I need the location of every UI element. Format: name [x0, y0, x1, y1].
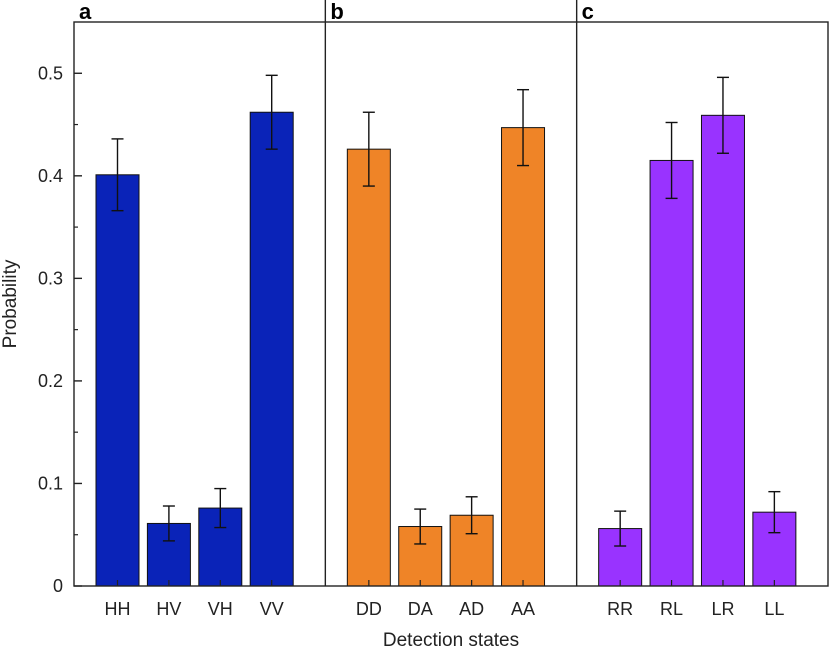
x-tick-label-VV: VV — [260, 599, 284, 619]
bar-AA — [501, 127, 546, 587]
bar-LR — [700, 114, 745, 587]
bar-DD — [346, 148, 391, 587]
panel-a — [95, 74, 294, 587]
x-tick-label-AA: AA — [511, 599, 535, 619]
x-tick-label-RR: RR — [607, 599, 633, 619]
plot-frame — [73, 21, 829, 587]
error-bar-LR — [716, 76, 729, 154]
x-tick-label-DD: DD — [356, 599, 382, 619]
y-tick-label: 0.1 — [38, 473, 63, 493]
x-axis-title: Detection states — [383, 630, 519, 651]
x-tick-label-HH: HH — [105, 599, 131, 619]
error-bar-RL — [665, 121, 678, 200]
error-bar-DA — [414, 508, 427, 545]
panel-c — [598, 76, 797, 587]
error-bar-HH — [111, 138, 124, 212]
error-bar-VH — [214, 487, 227, 529]
error-bar-AD — [465, 496, 478, 535]
y-tick-label: 0.2 — [38, 371, 63, 391]
error-bar-AA — [517, 88, 530, 167]
x-tick-label-RL: RL — [660, 599, 683, 619]
error-bar-VV — [265, 74, 278, 150]
panel-label-b: b — [330, 0, 343, 24]
bar-HH — [95, 174, 140, 587]
text-layer: HH HV VH VV a DD DA AD AA b RR RL LR LL c 0 0.1 0.2 0.3 0.4… — [0, 0, 784, 651]
y-tick-label: 0.3 — [38, 268, 63, 288]
error-bar-RR — [614, 510, 627, 547]
y-axis-title: Probability — [0, 259, 21, 348]
x-tick-label-VH: VH — [208, 599, 233, 619]
x-tick-label-DA: DA — [408, 599, 433, 619]
y-tick-label: 0.4 — [38, 166, 63, 186]
bars-layer — [95, 74, 797, 587]
bar-RL — [649, 159, 694, 587]
y-tick-label: 0 — [53, 576, 63, 596]
x-tick-label-AD: AD — [459, 599, 484, 619]
bar-VV — [249, 111, 294, 587]
error-bar-DD — [362, 111, 375, 187]
panel-b — [346, 88, 546, 587]
x-tick-label-LL: LL — [764, 599, 784, 619]
x-tick-label-LR: LR — [711, 599, 734, 619]
y-tick-label: 0.5 — [38, 63, 63, 83]
error-bar-HV — [162, 505, 175, 542]
x-tick-label-HV: HV — [156, 599, 181, 619]
frame-layer — [73, 0, 829, 587]
panel-label-a: a — [79, 0, 92, 24]
panel-label-c: c — [582, 0, 594, 24]
error-bar-LL — [768, 490, 781, 534]
